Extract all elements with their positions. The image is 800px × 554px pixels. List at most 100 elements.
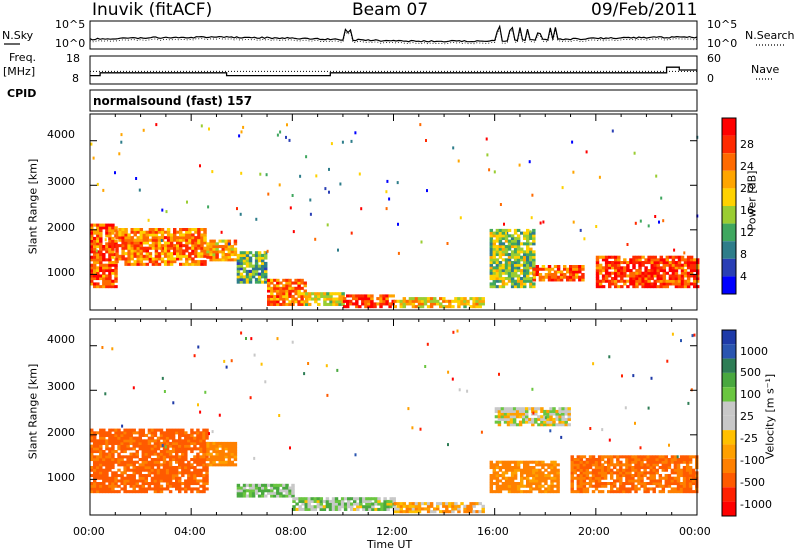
power-cell [341,140,344,144]
power-cell [647,282,651,286]
velocity-cell [111,463,115,467]
power-cell [197,246,201,250]
power-cbar-tick: 24 [740,160,754,173]
velocity-cell [190,487,194,491]
velocity-cell [230,444,235,448]
power-cell [93,277,97,281]
velocity-cell [105,444,109,448]
power-cell [138,188,141,192]
velocity-cell [417,504,422,508]
velocity-cell [248,483,253,487]
power-cell [370,297,374,301]
velocity-cell [682,455,687,459]
power-cell [300,286,304,290]
velocity-cell [313,499,318,503]
power-cell [111,282,115,286]
velocity-cell [489,487,494,491]
velocity-cell [362,499,366,503]
velocity-cell [224,460,229,464]
velocity-cell [99,458,103,462]
velocity-cell [153,439,158,443]
power-cell [489,258,494,262]
velocity-cell [377,502,381,506]
velocity-cell [135,450,139,454]
velocity-cell [365,499,369,503]
power-cell [585,150,588,154]
power-cell [498,247,503,251]
power-cell [382,294,386,298]
velocity-cell [516,484,521,488]
velocity-cell [503,415,508,419]
power-cell [489,271,494,275]
power-cell [507,269,512,273]
velocity-cell [111,476,115,480]
velocity-cell [162,463,167,467]
power-cell [328,190,330,194]
power-cell [693,277,697,281]
velocity-cell [529,479,533,483]
velocity-cell [99,444,103,448]
velocity-cell [298,499,302,503]
power-cell [526,274,530,278]
power-cell [166,230,171,234]
power-cell [376,302,380,306]
velocity-cell [123,455,127,459]
velocity-cell [129,482,133,486]
power-cell [267,192,270,196]
power-cell [523,274,527,278]
velocity-cell [144,458,149,462]
velocity-cell [423,502,428,506]
power-cell [526,263,530,267]
velocity-colorbar-segment [722,372,736,388]
power-cell [647,261,651,265]
velocity-cell [489,484,494,488]
power-cell [108,269,112,273]
power-cell [96,285,100,289]
power-cell [674,279,679,283]
velocity-cell [153,482,158,486]
velocity-cell [126,479,130,483]
power-cell [154,236,159,240]
velocity-colorbar-segment [722,344,736,359]
velocity-cell [664,482,669,486]
velocity-cell [328,507,333,511]
power-cell [501,236,506,240]
power-cell [326,223,329,227]
velocity-cell [585,460,590,464]
velocity-cell [288,486,292,490]
velocity-cell [159,474,164,478]
velocity-cell [196,474,200,478]
velocity-cell [199,471,203,475]
velocity-cell [512,407,517,411]
power-cell [320,292,324,296]
velocity-cell [171,484,176,488]
velocity-cell [466,507,470,511]
velocity-cell [685,458,690,462]
power-cell [273,289,277,293]
velocity-cell [99,439,103,443]
velocity-cell [221,463,225,467]
velocity-cell [591,479,596,483]
power-cell [604,279,609,283]
power-cell [154,246,159,250]
power-cell [507,228,512,232]
velocity-cell [111,347,114,351]
velocity-cell [96,460,100,464]
power-cell [529,271,533,275]
power-cell [242,267,247,271]
power-cell [151,238,156,242]
power-cell [114,226,118,230]
velocity-cell [631,468,635,472]
power-cbar-tick: 12 [740,226,754,239]
power-cell [529,255,533,259]
power-cell [526,242,530,246]
power-cell [264,261,268,265]
velocity-cell [544,474,548,478]
velocity-cell [682,471,687,475]
velocity-cell [667,484,672,488]
power-cell [501,242,506,246]
velocity-cell [117,468,121,472]
power-cell [364,305,368,309]
velocity-cell [507,484,512,488]
power-cell [130,257,134,261]
